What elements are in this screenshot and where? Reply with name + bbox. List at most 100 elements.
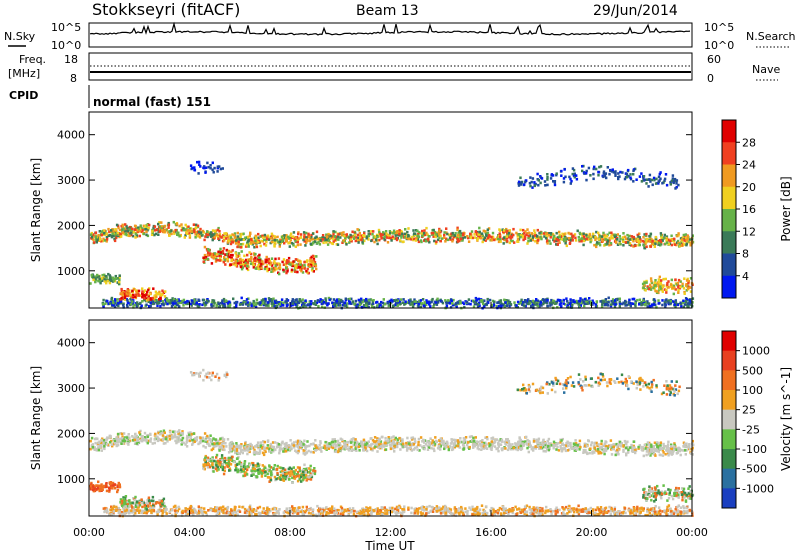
scatter-cell xyxy=(311,260,314,263)
scatter-cell xyxy=(273,244,276,247)
scatter-cell xyxy=(566,300,569,303)
scatter-cell xyxy=(682,242,685,245)
scatter-cell xyxy=(647,287,651,291)
scatter-cell xyxy=(568,238,571,241)
scatter-cell xyxy=(451,231,454,235)
scatter-cell xyxy=(386,301,390,305)
scatter-cell xyxy=(529,237,533,241)
scatter-cell xyxy=(295,236,299,239)
scatter-cell xyxy=(651,240,654,243)
scatter-cell xyxy=(677,234,680,237)
scatter-cell xyxy=(598,242,601,245)
scatter-cell xyxy=(119,441,123,444)
scatter-cell xyxy=(664,242,667,246)
scatter-cell xyxy=(213,235,216,239)
scatter-cell xyxy=(333,438,336,441)
scatter-cell xyxy=(291,264,294,268)
nsky-label: N.Sky xyxy=(4,30,36,43)
scatter-cell xyxy=(372,236,375,239)
scatter-cell xyxy=(434,301,437,304)
scatter-cell xyxy=(509,447,513,451)
scatter-cell xyxy=(474,296,478,300)
scatter-cell xyxy=(677,183,680,187)
scatter-cell xyxy=(582,239,586,243)
scatter-cell xyxy=(269,237,273,240)
scatter-cell xyxy=(444,299,447,302)
scatter-cell xyxy=(126,305,129,309)
freq-tick-top: 18 xyxy=(64,53,78,66)
scatter-cell xyxy=(336,235,339,239)
scatter-cell xyxy=(604,449,608,452)
scatter-cell xyxy=(542,449,545,453)
scatter-cell xyxy=(643,281,646,284)
scatter-cell xyxy=(230,240,234,244)
scatter-cell xyxy=(542,301,546,304)
scatter-cell xyxy=(289,234,292,237)
scatter-cell xyxy=(244,442,247,445)
scatter-cell xyxy=(683,235,686,239)
scatter-cell xyxy=(370,230,373,233)
scatter-cell xyxy=(118,280,121,284)
scatter-cell xyxy=(386,241,390,244)
scatter-cell xyxy=(444,240,447,243)
scatter-cell xyxy=(136,436,139,439)
scatter-cell xyxy=(425,231,428,235)
scatter-cell xyxy=(352,437,355,440)
scatter-cell xyxy=(145,303,148,307)
scatter-cell xyxy=(569,298,572,301)
scatter-cell xyxy=(187,300,190,303)
scatter-cell xyxy=(237,240,240,244)
scatter-cell xyxy=(634,303,637,306)
scatter-cell xyxy=(499,240,502,243)
scatter-cell xyxy=(170,232,173,236)
scatter-cell xyxy=(615,442,618,446)
scatter-cell xyxy=(674,299,677,302)
scatter-cell xyxy=(448,236,452,240)
scatter-cell xyxy=(560,449,564,453)
scatter-cell xyxy=(646,300,649,303)
scatter-cell xyxy=(109,302,112,305)
scatter-cell xyxy=(399,439,403,443)
scatter-cell xyxy=(309,302,313,306)
scatter-cell xyxy=(423,229,426,232)
scatter-cell xyxy=(367,306,370,309)
scatter-cell xyxy=(648,446,651,449)
scatter-cell xyxy=(671,284,674,287)
scatter-cell xyxy=(206,233,210,237)
scatter-cell xyxy=(293,236,296,240)
scatter-cell xyxy=(585,178,588,182)
scatter-cell xyxy=(537,439,540,443)
scatter-cell xyxy=(430,231,433,235)
scatter-cell xyxy=(566,444,570,447)
scatter-cell xyxy=(109,275,112,279)
scatter-cell xyxy=(595,441,598,445)
scatter-cell xyxy=(618,302,621,305)
scatter-cell xyxy=(603,236,606,239)
scatter-cell xyxy=(190,432,194,436)
scatter-cell xyxy=(135,437,138,441)
scatter-cell xyxy=(289,232,293,236)
scatter-cell xyxy=(228,304,231,308)
scatter-cell xyxy=(120,287,123,291)
scatter-cell xyxy=(131,234,135,238)
scatter-cell xyxy=(509,237,512,240)
scatter-cell xyxy=(372,299,375,302)
scatter-cell xyxy=(624,237,628,241)
scatter-cell xyxy=(394,436,397,440)
scatter-cell xyxy=(92,276,95,279)
scatter-cell xyxy=(379,440,383,443)
scatter-cell xyxy=(134,232,137,236)
scatter-cell xyxy=(208,253,212,257)
scatter-cell xyxy=(299,262,302,265)
scatter-cell xyxy=(436,297,439,301)
scatter-cell xyxy=(592,167,595,171)
scatter-cell xyxy=(424,239,428,243)
scatter-cell xyxy=(377,305,380,308)
scatter-cell xyxy=(196,234,199,237)
scatter-cell xyxy=(604,172,608,175)
scatter-cell xyxy=(456,240,459,243)
scatter-cell xyxy=(217,258,220,262)
scatter-cell xyxy=(256,441,260,444)
scatter-cell xyxy=(319,239,322,242)
scatter-cell xyxy=(383,232,386,236)
